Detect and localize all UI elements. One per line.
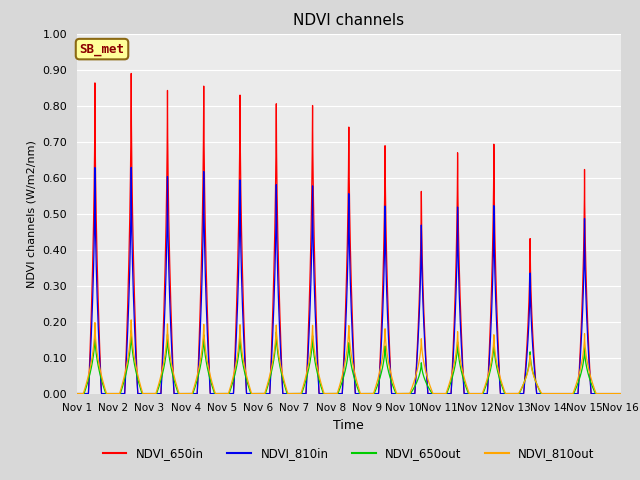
Legend: NDVI_650in, NDVI_810in, NDVI_650out, NDVI_810out: NDVI_650in, NDVI_810in, NDVI_650out, NDV… <box>98 443 600 465</box>
Y-axis label: NDVI channels (W/m2/nm): NDVI channels (W/m2/nm) <box>27 140 36 288</box>
Text: SB_met: SB_met <box>79 43 125 56</box>
X-axis label: Time: Time <box>333 419 364 432</box>
Title: NDVI channels: NDVI channels <box>293 13 404 28</box>
